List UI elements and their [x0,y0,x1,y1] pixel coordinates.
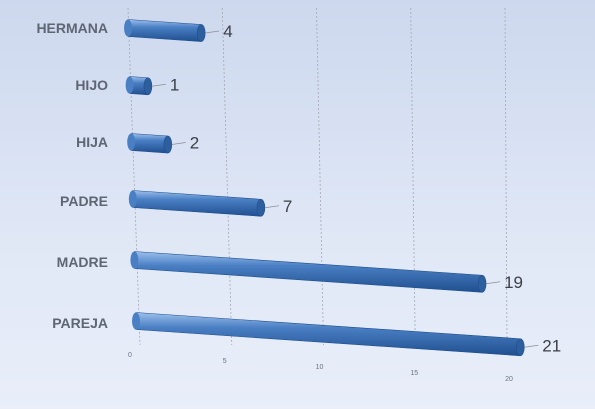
leader-line-madre [486,281,501,285]
leader-line-pareja [524,344,539,348]
bar-cap-end-pareja [515,338,525,357]
bar-cap-start-hijo [125,76,134,94]
bar-hermana [127,19,202,42]
category-label-padre: PADRE [60,193,108,209]
data-label-hermana: 4 [223,22,232,41]
gridline-15 [410,7,416,346]
x-tick-label-20: 20 [505,376,513,383]
leader-line-padre [264,205,279,209]
bar-cap-start-madre [130,251,139,269]
bar-madre [134,251,483,293]
category-label-hijo: HIJO [75,77,108,93]
category-label-pareja: PAREJA [52,315,108,331]
gridline-5 [221,7,233,346]
bar-cap-end-madre [477,274,487,293]
category-label-hermana: HERMANA [36,20,108,36]
data-label-hijo: 1 [170,75,179,94]
grid-lines [127,7,508,346]
gridline-20 [504,7,508,346]
leader-line-hermana [205,30,220,34]
bars [124,19,525,357]
gridline-0 [127,7,141,346]
labels: 0 5 10 15 20 HERMANA 4 HIJO 1 HIJA 2 PADRE 7 MADRE 19 P… [36,20,561,383]
x-tick-label-0: 0 [128,352,132,359]
bar-cap-end-hermana [196,24,206,42]
data-label-madre: 19 [504,273,523,292]
category-label-hija: HIJA [76,134,108,150]
bar-cap-start-pareja [132,312,140,330]
leader-line-hijo [151,83,166,87]
data-label-hija: 2 [190,134,199,153]
data-label-padre: 7 [283,197,292,216]
x-tick-label-5: 5 [223,358,227,365]
bar-pareja [135,312,521,357]
bar-hija [130,133,169,154]
leader-line-hija [171,142,186,145]
x-tick-label-15: 15 [410,370,418,377]
category-label-madre: MADRE [57,254,108,270]
bar-cap-end-hija [163,135,173,154]
data-label-pareja: 21 [542,336,561,355]
bar-cap-start-hija [127,133,136,151]
bar-cap-end-padre [256,198,266,217]
x-tick-label-10: 10 [316,364,324,371]
bar-cap-end-hijo [143,77,153,96]
gridline-10 [316,7,324,346]
bar-cap-start-hermana [124,19,132,37]
bar-padre [132,190,262,217]
bar-cap-start-padre [128,190,137,208]
